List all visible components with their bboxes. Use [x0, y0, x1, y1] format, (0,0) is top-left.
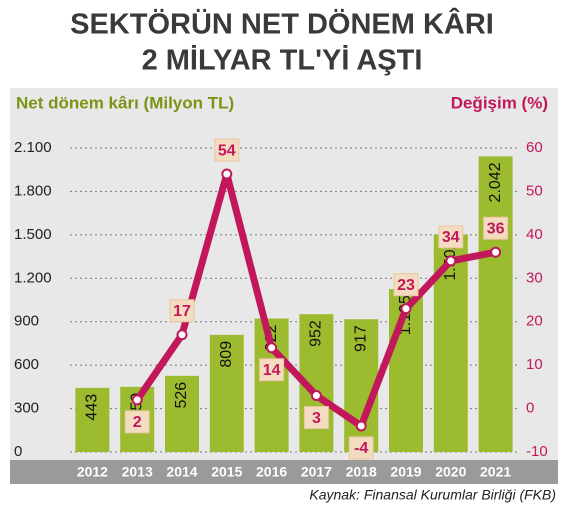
bar [75, 387, 110, 452]
line-marker [131, 394, 143, 406]
y2-axis-label: Değişim (%) [451, 93, 548, 112]
y-axis-label: Net dönem kârı (Milyon TL) [16, 93, 234, 112]
line-label-box [214, 138, 240, 162]
x-tick-label: 2012 [77, 464, 108, 480]
x-tick-label: 2013 [122, 464, 153, 480]
y-tick-label: 0 [14, 443, 22, 460]
line-label-box [169, 299, 195, 323]
line-value-label: 23 [397, 277, 415, 294]
y2-tick-label: 0 [526, 400, 534, 417]
line-value-label: 17 [173, 303, 191, 320]
y2-tick-label: -10 [526, 443, 548, 460]
bar [165, 375, 199, 452]
x-tick-label: 2021 [480, 464, 511, 480]
line-marker [355, 420, 367, 432]
line-value-label: -4 [354, 440, 368, 457]
category-band [10, 460, 558, 484]
y2-tick-label: 40 [526, 226, 543, 243]
bar [478, 156, 513, 453]
bar-value-label: 443 [84, 394, 101, 421]
source: Kaynak: Finansal Kurumlar Birliği (FKB) [309, 487, 556, 503]
line-marker [445, 255, 457, 267]
line-marker [176, 329, 188, 341]
line-value-label: 36 [487, 220, 505, 237]
y2-tick-label: 10 [526, 356, 543, 373]
x-tick-label: 2016 [256, 464, 287, 480]
line-label-box [303, 406, 329, 430]
line-value-label: 2 [133, 414, 142, 431]
line-value-label: 54 [218, 142, 236, 159]
y2-tick-label: 50 [526, 182, 543, 199]
chart-title: SEKTÖRÜN NET DÖNEM KÂRI [70, 7, 494, 41]
y-tick-label: 600 [14, 356, 39, 373]
line-label-box [393, 273, 419, 297]
y-tick-label: 900 [14, 313, 39, 330]
x-tick-label: 2019 [390, 464, 421, 480]
line-value-label: 14 [263, 362, 281, 379]
x-tick-label: 2014 [166, 464, 197, 480]
line-label-box [438, 225, 464, 249]
line-marker [400, 303, 412, 315]
y-tick-label: 1.500 [14, 226, 52, 243]
line-marker [266, 342, 278, 354]
bar-value-label: 526 [173, 382, 190, 409]
line-label-box [483, 216, 509, 240]
y-tick-label: 2.100 [14, 139, 52, 156]
y-tick-label: 1.800 [14, 182, 52, 199]
line-marker [310, 390, 322, 402]
y-tick-label: 1.200 [14, 269, 52, 286]
bar-value-label: 952 [308, 320, 325, 347]
x-tick-label: 2018 [346, 464, 377, 480]
x-tick-label: 2020 [435, 464, 466, 480]
line-marker [221, 168, 233, 180]
line-label-box [124, 410, 150, 434]
line-label-box [348, 436, 374, 460]
y-tick-label: 300 [14, 400, 39, 417]
y2-tick-label: 20 [526, 313, 543, 330]
bar-value-label: 2.042 [487, 162, 504, 202]
x-tick-label: 2015 [211, 464, 242, 480]
line-value-label: 34 [442, 229, 460, 246]
chart-subtitle: 2 MİLYAR TL'Yİ AŞTI [142, 45, 423, 77]
line-marker [490, 246, 502, 258]
line-label-box [259, 358, 285, 382]
bar-value-label: 809 [218, 341, 235, 368]
x-tick-label: 2017 [301, 464, 332, 480]
y2-tick-label: 30 [526, 269, 543, 286]
bar [209, 334, 244, 452]
line-value-label: 3 [312, 410, 321, 427]
bar-value-label: 917 [352, 325, 369, 352]
y2-tick-label: 60 [526, 139, 543, 156]
